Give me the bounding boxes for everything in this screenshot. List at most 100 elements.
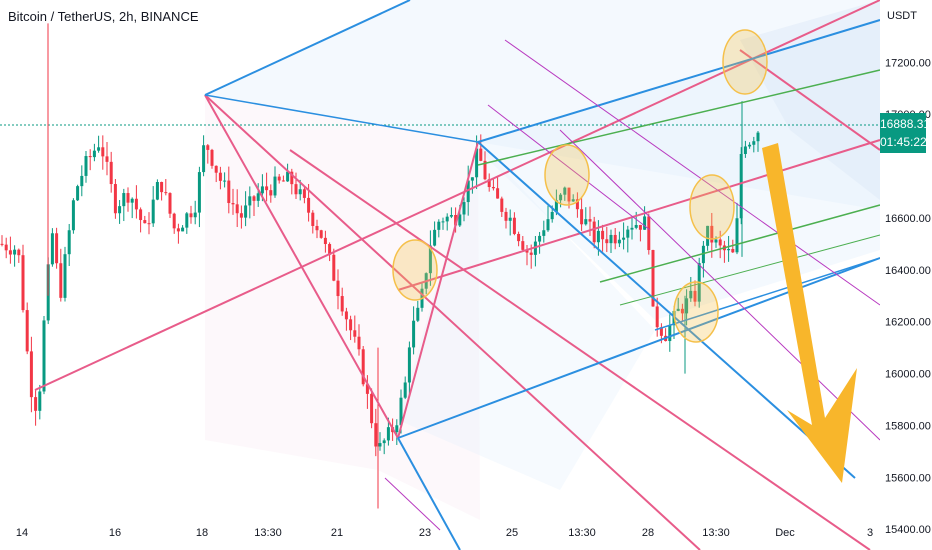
candle-body — [231, 203, 235, 205]
candle-body — [542, 230, 546, 236]
candle-body — [286, 171, 290, 182]
candle-body — [59, 263, 63, 298]
candle-body — [386, 427, 390, 441]
trend-lines — [34, 0, 881, 550]
candle-body — [710, 225, 714, 243]
purple-line-4 — [384, 477, 441, 531]
purple-line-1 — [504, 39, 881, 306]
candle-body — [609, 234, 613, 244]
candle-body — [693, 290, 697, 302]
highlight-circle-5 — [722, 29, 768, 95]
candle-body — [743, 146, 747, 154]
time-tick-label: 21 — [331, 527, 343, 539]
candle-body — [189, 213, 193, 218]
price-tick-label: 15400.00 — [885, 524, 931, 536]
candle-body — [113, 184, 117, 214]
price-tick-label: 17200.00 — [885, 57, 931, 69]
candle-body — [193, 212, 197, 218]
candle-body — [349, 319, 353, 331]
blue-pitchfork-base — [204, 94, 479, 143]
candle-body — [357, 336, 361, 350]
green-bottom-line — [619, 234, 881, 306]
purple-line-2 — [559, 129, 881, 441]
candle-body — [567, 187, 571, 202]
candle-body — [134, 198, 138, 210]
candle-body — [281, 180, 285, 182]
candle-body — [126, 193, 130, 203]
bar-countdown: 01:45:22 — [880, 135, 927, 149]
candle-body — [210, 149, 214, 166]
candle-body — [756, 132, 760, 142]
blue-lower-fan — [477, 141, 856, 479]
candle-body — [260, 186, 264, 194]
candle-body — [638, 224, 642, 230]
pink-trendline-long — [34, 0, 881, 391]
candle-body — [71, 200, 75, 231]
candle-body — [273, 176, 277, 196]
candle-body — [42, 320, 46, 392]
candle-body — [55, 233, 59, 264]
candle-body — [374, 423, 378, 447]
candle-body — [735, 218, 739, 253]
price-tick-label: 16000.00 — [885, 369, 931, 381]
candle-body — [588, 219, 592, 222]
time-tick-label: 13:30 — [254, 527, 282, 539]
candle-body — [80, 175, 84, 187]
time-tick-label: 16 — [109, 527, 121, 539]
candle-body — [311, 212, 315, 226]
candle-body — [428, 245, 432, 274]
price-tick-label: 16200.00 — [885, 317, 931, 329]
time-tick-label: 23 — [419, 527, 431, 539]
time-axis: 14 16 18 13:30 21 23 25 13:30 28 13:30 Dec 3 — [16, 527, 873, 539]
candle-body — [21, 255, 25, 311]
candle-body — [613, 234, 617, 244]
candle-body — [701, 245, 705, 264]
candle-body — [176, 228, 180, 232]
candle-body — [17, 249, 21, 256]
candle-body — [651, 250, 655, 307]
highlight-circle-4 — [673, 281, 719, 343]
candle-body — [508, 217, 512, 221]
candle-body — [336, 280, 340, 297]
candle-body — [739, 153, 743, 219]
candle-body — [412, 320, 416, 348]
candle-body — [25, 310, 29, 352]
candle-body — [277, 176, 281, 181]
candle-body — [752, 141, 756, 145]
candle-body — [185, 213, 189, 228]
candle-body — [706, 225, 710, 246]
candle-body — [197, 172, 201, 213]
candle-body — [680, 308, 684, 314]
candle-body — [655, 306, 659, 328]
candle-body — [685, 298, 689, 314]
candle-body — [34, 397, 38, 411]
candle-body — [76, 186, 80, 201]
candle-body — [315, 225, 319, 231]
time-tick-label: 14 — [16, 527, 28, 539]
candle-body — [676, 308, 680, 311]
candle-body — [718, 239, 722, 246]
candle-body — [13, 249, 17, 255]
candle-body — [454, 215, 458, 226]
candle-body — [235, 204, 239, 214]
candle-body — [416, 307, 420, 321]
candle-body — [433, 229, 437, 246]
blue-fan-shade — [398, 142, 655, 490]
candle-body — [361, 349, 365, 385]
candle-body — [731, 248, 735, 253]
candle-body — [466, 180, 470, 203]
candle-body — [630, 227, 634, 230]
candle-body — [218, 172, 222, 181]
time-tick-label: Dec — [775, 527, 795, 539]
candle-body — [441, 221, 445, 223]
candle-body — [517, 233, 521, 242]
candle-body — [659, 327, 663, 336]
pink-fan-line-3 — [289, 149, 871, 550]
candle-body — [462, 202, 466, 215]
highlight-circle-2 — [544, 144, 590, 206]
candle-body — [248, 196, 252, 206]
candle-body — [319, 230, 323, 238]
candle-body — [164, 192, 168, 194]
candle-body — [172, 213, 176, 229]
